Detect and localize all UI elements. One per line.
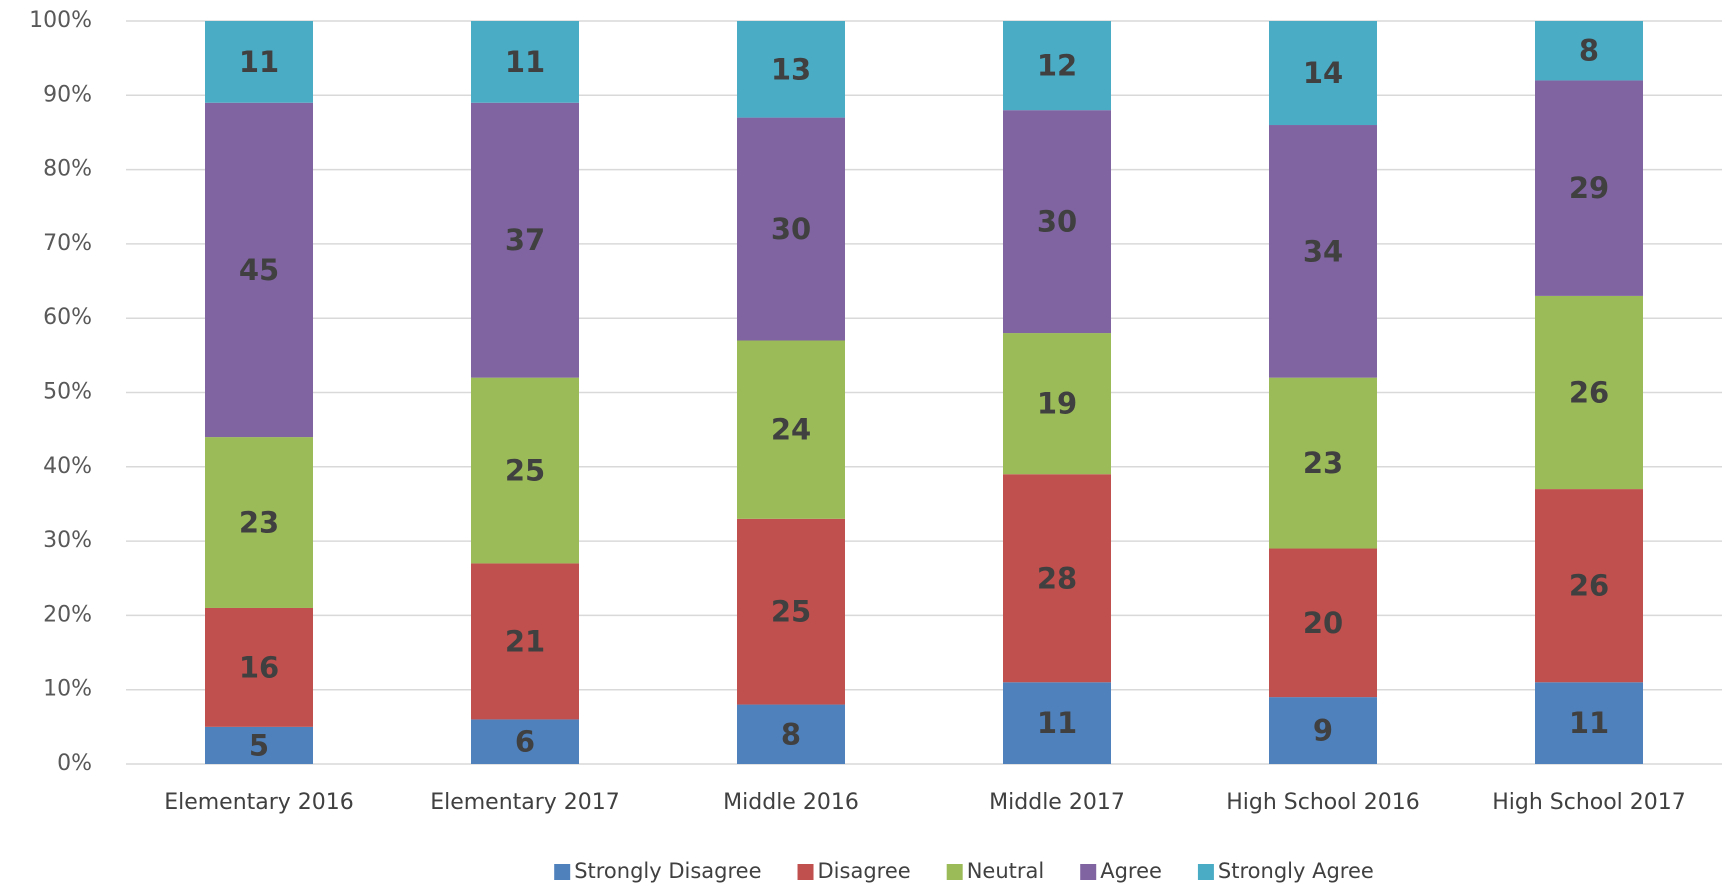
bar-segment	[1003, 474, 1111, 683]
data-label: 19	[1037, 387, 1077, 421]
data-label: 13	[771, 52, 811, 86]
y-tick-label: 0%	[57, 751, 92, 776]
bar-segment	[1003, 21, 1111, 111]
x-tick-label: Elementary 2016	[164, 790, 354, 815]
bar-segment	[737, 21, 845, 118]
bar-segment	[1535, 80, 1643, 296]
data-label: 16	[239, 650, 279, 684]
legend-label: Disagree	[818, 859, 911, 883]
data-label: 11	[505, 45, 545, 79]
bar-segment	[1535, 295, 1643, 490]
y-tick-label: 10%	[43, 677, 92, 702]
bar-segment	[205, 21, 313, 103]
y-tick-label: 30%	[43, 528, 92, 553]
data-label: 20	[1303, 606, 1343, 640]
bar-segment	[205, 607, 313, 727]
bar-segment	[737, 117, 845, 341]
data-label: 34	[1303, 234, 1343, 268]
bar-segment	[1003, 110, 1111, 334]
data-label: 9	[1313, 714, 1333, 748]
data-label: 30	[1037, 205, 1077, 239]
data-label: 8	[781, 717, 801, 751]
data-label: 23	[239, 506, 279, 540]
data-label: 29	[1569, 171, 1609, 205]
data-label: 11	[1569, 706, 1609, 740]
x-tick-label: Elementary 2017	[430, 790, 620, 815]
bar-segment	[1269, 21, 1377, 126]
bar-segment	[1269, 697, 1377, 764]
bar-segment	[205, 726, 313, 764]
bar-segment	[737, 518, 845, 705]
bar-segment	[205, 102, 313, 438]
data-label: 11	[1037, 706, 1077, 740]
data-label: 26	[1569, 376, 1609, 410]
data-label: 25	[771, 595, 811, 629]
legend-swatch	[554, 864, 571, 880]
data-label: 12	[1037, 49, 1077, 83]
y-tick-label: 80%	[43, 157, 92, 182]
x-tick-label: Middle 2016	[723, 790, 859, 815]
legend-swatch	[946, 864, 963, 880]
bar-segment	[205, 437, 313, 608]
bar-segment	[471, 563, 579, 720]
x-tick-label: High School 2016	[1226, 790, 1420, 815]
legend-swatch	[1080, 864, 1097, 880]
legend-label: Agree	[1100, 859, 1162, 883]
y-tick-label: 70%	[43, 231, 92, 256]
data-label: 21	[505, 624, 545, 658]
legend-label: Neutral	[967, 859, 1045, 883]
data-label: 30	[771, 212, 811, 246]
legend-swatch	[797, 864, 814, 880]
bar-segment	[1269, 125, 1377, 378]
data-label: 45	[239, 253, 279, 287]
data-label: 8	[1579, 34, 1599, 68]
y-tick-label: 40%	[43, 454, 92, 479]
bar-segment	[471, 21, 579, 103]
data-label: 25	[505, 454, 545, 488]
y-tick-label: 60%	[43, 305, 92, 330]
bar-segment	[471, 719, 579, 764]
bar-segment	[1003, 682, 1111, 764]
bar-segment	[1003, 333, 1111, 475]
y-tick-label: 20%	[43, 602, 92, 627]
bar-segment	[1535, 21, 1643, 81]
bar-segment	[471, 377, 579, 564]
data-label: 6	[515, 725, 535, 759]
legend-label: Strongly Agree	[1218, 859, 1374, 883]
data-label: 37	[505, 223, 545, 257]
data-label: 5	[249, 728, 269, 762]
x-tick-label: Middle 2017	[989, 790, 1125, 815]
bar-segment	[1269, 377, 1377, 549]
bar-segment	[1535, 489, 1643, 683]
bar-segment	[1269, 548, 1377, 698]
legend-swatch	[1197, 864, 1214, 880]
legend-label: Strongly Disagree	[574, 859, 761, 883]
data-label: 28	[1037, 561, 1077, 595]
y-tick-label: 90%	[43, 82, 92, 107]
y-tick-label: 100%	[29, 8, 92, 33]
data-label: 26	[1569, 569, 1609, 603]
bar-segment	[737, 340, 845, 519]
data-label: 24	[771, 413, 811, 447]
bar-segment	[737, 704, 845, 764]
x-tick-label: High School 2017	[1492, 790, 1686, 815]
bar-segment	[1535, 682, 1643, 764]
data-label: 14	[1303, 56, 1343, 90]
data-label: 23	[1303, 446, 1343, 480]
bar-segment	[471, 102, 579, 378]
data-label: 11	[239, 45, 279, 79]
y-tick-label: 50%	[43, 380, 92, 405]
